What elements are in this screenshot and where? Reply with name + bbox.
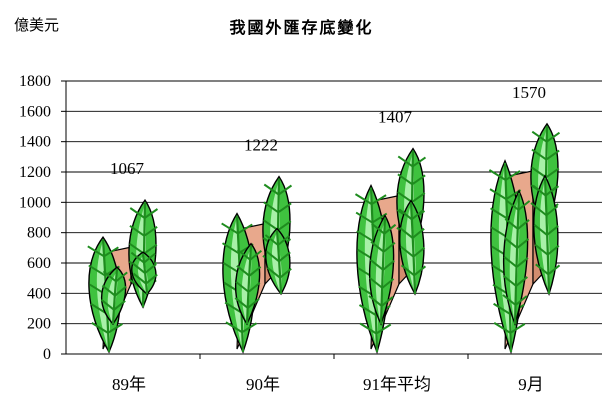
data-labels: 1067 1222 1407 1570 [110, 83, 546, 178]
data-label: 1222 [244, 136, 278, 155]
y-tick-label: 0 [43, 346, 51, 363]
x-category-label: 91年平均 [363, 375, 431, 394]
y-tick-labels: 0 200 400 600 800 1000 1200 1400 1600 1800 [19, 73, 51, 363]
y-tick-label: 200 [27, 316, 51, 333]
y-tick-label: 400 [27, 285, 51, 302]
bar [221, 175, 293, 354]
y-tick-label: 1800 [19, 73, 51, 90]
chart-title: 我國外匯存底變化 [229, 18, 374, 37]
y-tick-label: 1600 [19, 103, 51, 120]
axes [61, 80, 602, 359]
bar [488, 122, 561, 355]
y-tick-label: 1400 [19, 134, 51, 151]
y-tick-label: 1200 [19, 164, 51, 181]
unit-label: 億美元 [14, 16, 60, 34]
data-label: 1067 [110, 159, 145, 178]
data-label: 1570 [512, 83, 546, 102]
x-category-labels: 89年 90年 91年平均 9月 [112, 375, 544, 394]
data-label: 1407 [378, 108, 413, 127]
x-category-label: 89年 [112, 375, 146, 394]
bar [87, 198, 159, 354]
y-tick-label: 600 [27, 255, 51, 272]
x-category-label: 9月 [518, 375, 544, 394]
bar [354, 147, 427, 355]
y-tick-label: 1000 [19, 194, 51, 211]
bar-series [87, 122, 561, 355]
y-tick-label: 800 [27, 225, 51, 242]
x-category-label: 90年 [246, 375, 280, 394]
